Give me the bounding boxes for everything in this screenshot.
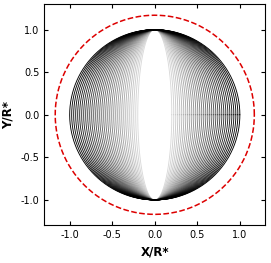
Y-axis label: Y/R*: Y/R* xyxy=(2,101,15,129)
X-axis label: X/R*: X/R* xyxy=(140,246,169,259)
